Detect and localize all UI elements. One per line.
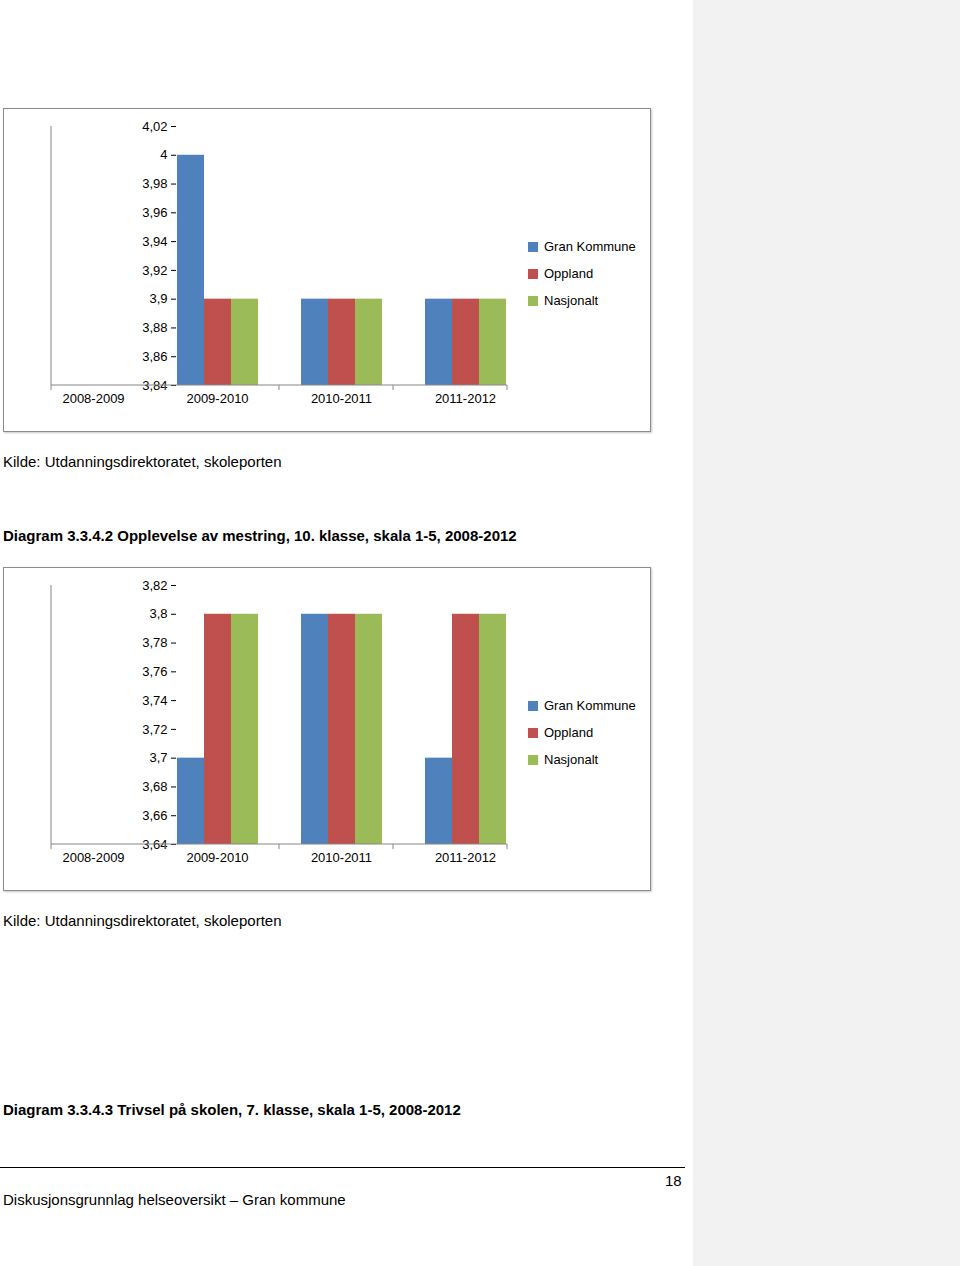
svg-text:3,88: 3,88	[142, 320, 167, 335]
html-text:Oppland: Oppland	[544, 725, 594, 740]
svg-text:3,76: 3,76	[142, 664, 167, 679]
svg-text:2008-2009: 2008-2009	[62, 850, 124, 865]
html-text:Diagram 3.3.4.3 Trivsel på sko: Diagram 3.3.4.3 Trivsel på skolen, 7. kl…	[3, 1101, 461, 1118]
svg-text:3,66: 3,66	[142, 808, 167, 823]
svg-text:3,78: 3,78	[142, 635, 167, 650]
svg-text:3,92: 3,92	[142, 263, 167, 278]
html-text:Nasjonalt: Nasjonalt	[544, 752, 599, 767]
html-text:18: 18	[665, 1172, 682, 1189]
svg-text:3,94: 3,94	[142, 234, 167, 249]
svg-text:4,02: 4,02	[142, 119, 167, 134]
html-text:Kilde: Utdanningsdirektoratet,: Kilde: Utdanningsdirektoratet, skoleport…	[3, 453, 282, 470]
svg-text:3,86: 3,86	[142, 349, 167, 364]
html-text:Oppland: Oppland	[544, 266, 594, 281]
svg-text:2008-2009: 2008-2009	[62, 391, 124, 406]
svg-text:3,72: 3,72	[142, 722, 167, 737]
html-text:Diagram 3.3.4.2 Opplevelse av: Diagram 3.3.4.2 Opplevelse av mestring, …	[3, 527, 517, 544]
svg-text:3,98: 3,98	[142, 176, 167, 191]
svg-text:3,68: 3,68	[142, 779, 167, 794]
svg-text:2011-2012: 2011-2012	[435, 391, 496, 406]
svg-text:3,82: 3,82	[142, 578, 167, 593]
html-text:Gran Kommune: Gran Kommune	[544, 239, 636, 254]
svg-text:3,8: 3,8	[149, 606, 167, 621]
html-text:Gran Kommune: Gran Kommune	[544, 698, 636, 713]
html-text:Nasjonalt: Nasjonalt	[544, 293, 599, 308]
svg-text:3,96: 3,96	[142, 205, 167, 220]
svg-text:4: 4	[160, 147, 167, 162]
svg-text:2011-2012: 2011-2012	[435, 850, 496, 865]
svg-text:3,9: 3,9	[149, 291, 167, 306]
svg-text:2010-2011: 2010-2011	[311, 391, 372, 406]
svg-text:2009-2010: 2009-2010	[186, 850, 248, 865]
svg-text:2009-2010: 2009-2010	[186, 391, 248, 406]
svg-text:3,74: 3,74	[142, 693, 167, 708]
svg-text:3,7: 3,7	[149, 750, 167, 765]
html-text:Diskusjonsgrunnlag helseoversi: Diskusjonsgrunnlag helseoversikt – Gran …	[3, 1191, 346, 1208]
svg-text:2010-2011: 2010-2011	[311, 850, 372, 865]
svg-text:3,64: 3,64	[142, 836, 168, 852]
html-text:Kilde: Utdanningsdirektoratet,: Kilde: Utdanningsdirektoratet, skoleport…	[3, 912, 282, 929]
svg-text:3,84: 3,84	[142, 377, 168, 393]
